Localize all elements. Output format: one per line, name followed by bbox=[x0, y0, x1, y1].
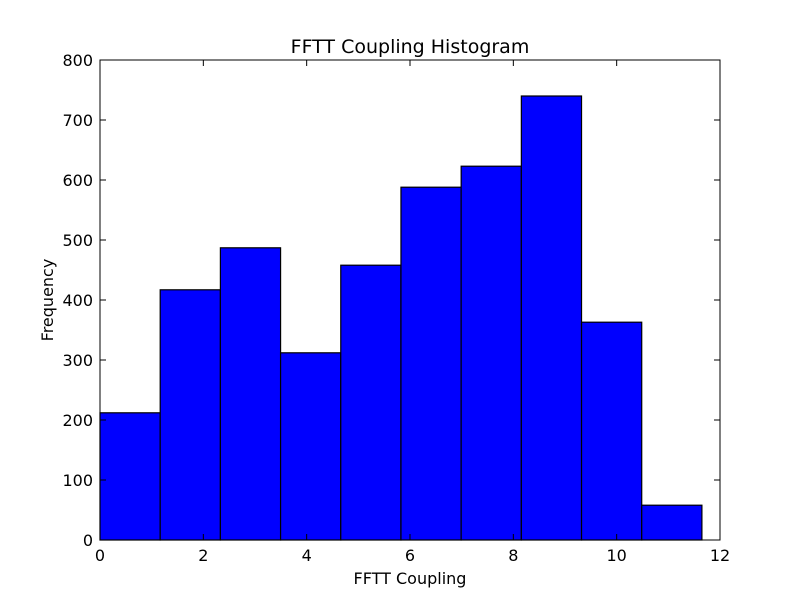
y-tick-label: 300 bbox=[62, 351, 93, 370]
histogram-bar bbox=[340, 264, 402, 541]
x-tick-label: 12 bbox=[710, 546, 730, 565]
y-tick-label: 400 bbox=[62, 291, 93, 310]
y-tick-label: 700 bbox=[62, 111, 93, 130]
x-axis-label: FFTT Coupling bbox=[354, 569, 467, 588]
histogram-bar bbox=[99, 412, 161, 541]
x-tick-label: 10 bbox=[606, 546, 626, 565]
y-tick-labels: 0 100 200 300 400 500 600 700 800 bbox=[62, 51, 93, 550]
histogram-bar bbox=[400, 186, 462, 541]
histogram-bar bbox=[219, 247, 282, 541]
y-tick-label: 200 bbox=[62, 411, 93, 430]
x-tick-label: 2 bbox=[198, 546, 208, 565]
x-tick-label: 4 bbox=[302, 546, 312, 565]
x-tick-label: 6 bbox=[405, 546, 415, 565]
histogram-bar bbox=[580, 321, 643, 541]
x-tick-labels: 0 2 4 6 8 10 12 bbox=[95, 546, 730, 565]
y-tick-label: 600 bbox=[62, 171, 93, 190]
chart-title: FFTT Coupling Histogram bbox=[291, 36, 530, 58]
axis-ticks bbox=[99, 59, 721, 541]
histogram-bar bbox=[159, 289, 221, 541]
y-tick-label: 500 bbox=[62, 231, 93, 250]
histogram-bar bbox=[520, 95, 583, 541]
y-tick-label: 100 bbox=[62, 471, 93, 490]
y-axis-label: Frequency bbox=[38, 259, 57, 342]
x-tick-label: 8 bbox=[508, 546, 518, 565]
y-tick-label: 0 bbox=[83, 531, 93, 550]
x-tick-label: 0 bbox=[95, 546, 105, 565]
histogram-bars bbox=[99, 95, 703, 541]
y-tick-label: 800 bbox=[62, 51, 93, 70]
histogram-bar bbox=[279, 352, 342, 541]
histogram-bar bbox=[641, 504, 703, 541]
histogram-bar bbox=[460, 165, 522, 541]
